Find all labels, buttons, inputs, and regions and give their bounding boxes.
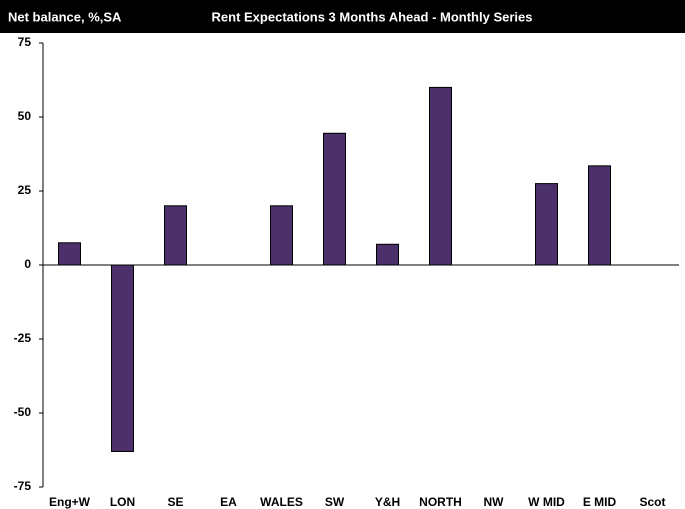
y-tick-label: -25 bbox=[14, 331, 32, 345]
x-tick-label: NW bbox=[484, 495, 505, 509]
bar bbox=[58, 242, 81, 266]
bar bbox=[588, 165, 611, 266]
bar bbox=[270, 205, 293, 266]
x-tick-label: WALES bbox=[260, 495, 303, 509]
y-tick-label: 0 bbox=[24, 257, 31, 271]
x-tick-label: Eng+W bbox=[49, 495, 91, 509]
bar bbox=[429, 86, 452, 266]
y-tick-label: 25 bbox=[18, 183, 32, 197]
x-tick-label: EA bbox=[220, 495, 237, 509]
bar bbox=[111, 264, 134, 452]
y-tick-label: 75 bbox=[18, 35, 32, 49]
x-tick-label: E MID bbox=[583, 495, 617, 509]
x-tick-label: SW bbox=[325, 495, 345, 509]
bar bbox=[164, 205, 187, 266]
y-tick-label: -75 bbox=[14, 479, 32, 493]
y-tick-label: -50 bbox=[14, 405, 32, 419]
bar bbox=[535, 183, 558, 266]
x-tick-label: LON bbox=[110, 495, 135, 509]
bar bbox=[376, 243, 399, 266]
x-tick-label: Scot bbox=[639, 495, 665, 509]
x-tick-label: NORTH bbox=[419, 495, 462, 509]
chart-title: Rent Expectations 3 Months Ahead - Month… bbox=[212, 9, 533, 24]
y-axis-label: Net balance, %,SA bbox=[8, 9, 122, 24]
x-tick-label: SE bbox=[167, 495, 183, 509]
y-tick-label: 50 bbox=[18, 109, 32, 123]
x-tick-label: Y&H bbox=[375, 495, 400, 509]
header-band bbox=[0, 0, 685, 33]
bar bbox=[323, 132, 346, 266]
x-tick-label: W MID bbox=[528, 495, 565, 509]
